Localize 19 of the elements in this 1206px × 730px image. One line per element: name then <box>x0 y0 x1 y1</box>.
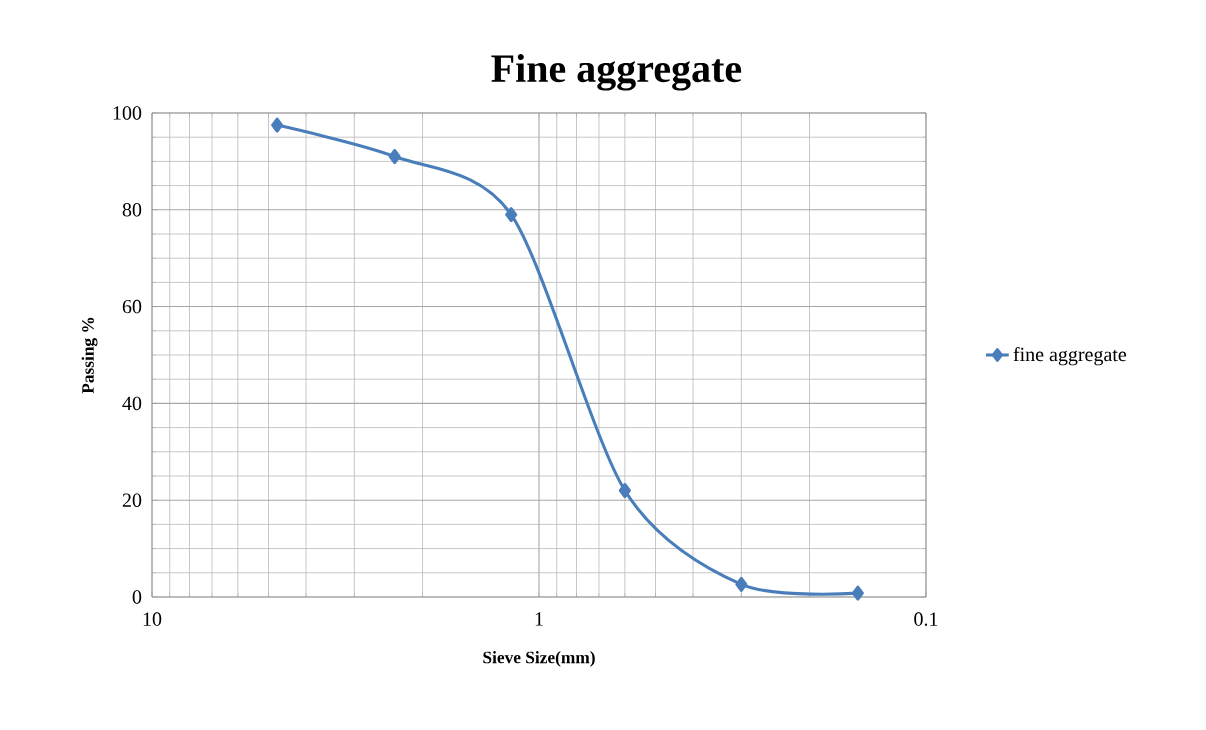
point <box>388 149 401 165</box>
x-tick-label: 0.1 <box>914 612 938 626</box>
y-tick-label: 0 <box>132 590 142 604</box>
y-tick-label: 60 <box>122 299 142 314</box>
legend-label: fine aggregate <box>1013 346 1127 366</box>
x-tick-label: 1 <box>535 612 543 626</box>
y-tick-label: 40 <box>122 396 142 411</box>
y-axis-title: Passing % <box>81 317 98 394</box>
y-tick-label: 20 <box>122 493 142 507</box>
chart-title: Fine aggregate <box>491 54 742 91</box>
x-tick-label: 10 <box>143 612 162 626</box>
x-axis-title: Sieve Size(mm) <box>483 651 595 667</box>
point <box>505 207 518 223</box>
y-tick-label: 100 <box>113 106 142 120</box>
point <box>618 482 631 499</box>
y-tick-label: 80 <box>122 203 142 217</box>
point <box>735 576 748 592</box>
point <box>271 117 284 133</box>
point <box>851 585 864 601</box>
